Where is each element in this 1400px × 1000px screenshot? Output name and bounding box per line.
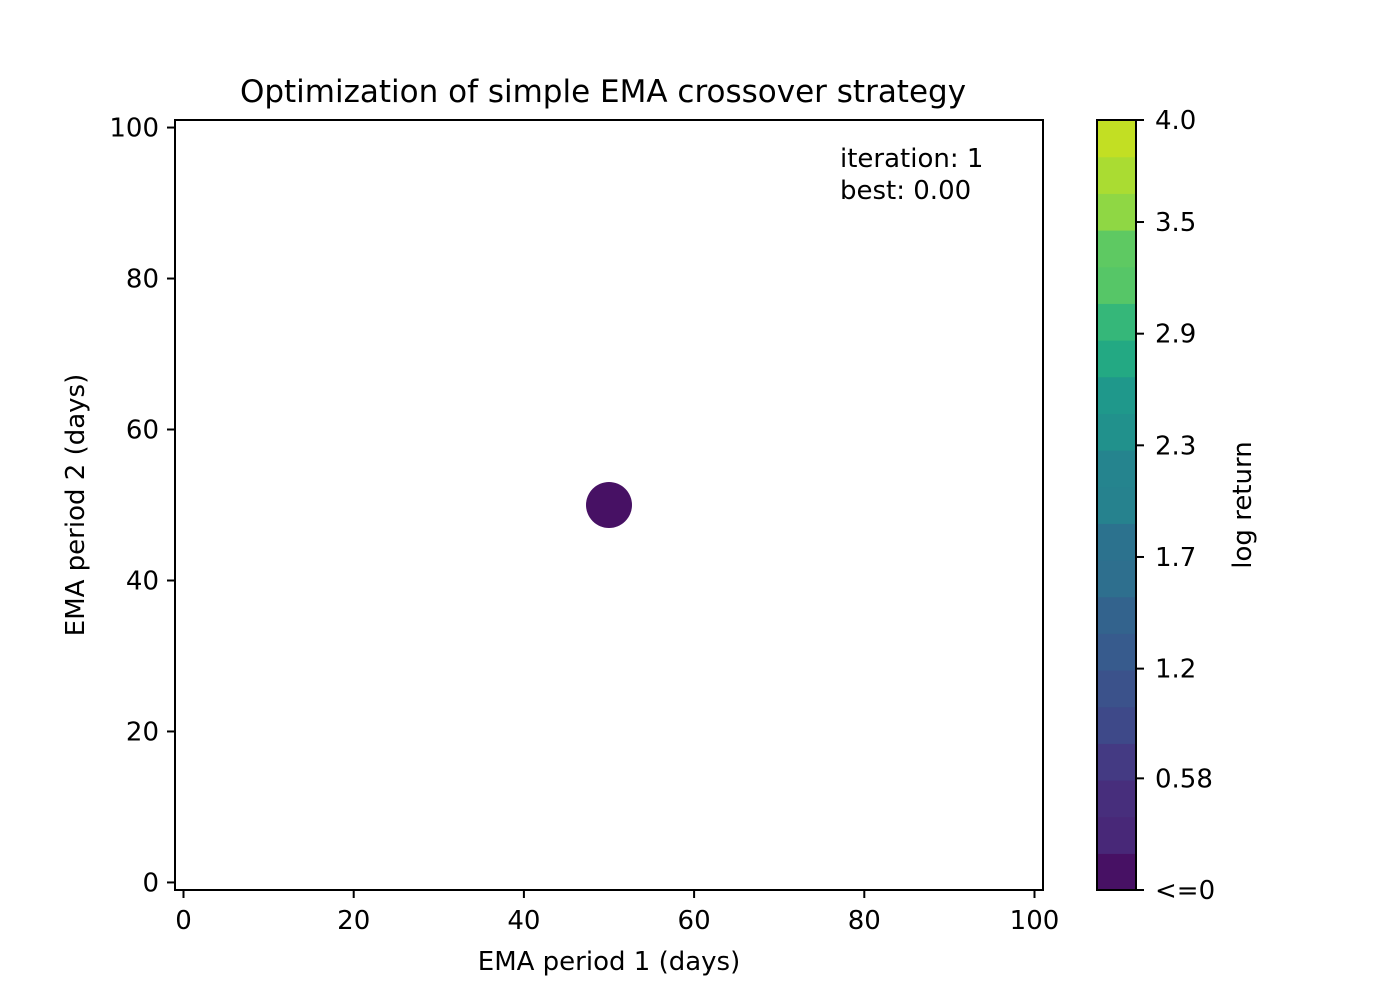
x-tick-label: 100 <box>1010 906 1060 936</box>
y-axis-ticks: 0 20 40 60 80 100 <box>109 114 175 898</box>
colorbar-band <box>1097 230 1136 268</box>
colorbar-band <box>1097 413 1136 451</box>
colorbar-tick-label: 2.9 <box>1155 320 1196 350</box>
colorbar-band <box>1097 853 1136 891</box>
scatter-points <box>586 482 632 528</box>
colorbar-band <box>1097 560 1136 598</box>
y-tick-label: 100 <box>109 114 159 144</box>
colorbar-band <box>1097 266 1136 304</box>
colorbar-label: log return <box>1228 441 1258 568</box>
colorbar-band <box>1097 376 1136 414</box>
iteration-annotation: iteration: 1 <box>840 144 983 174</box>
colorbar-tick-label: 1.2 <box>1155 655 1196 685</box>
x-axis-label: EMA period 1 (days) <box>478 947 740 977</box>
colorbar-band <box>1097 596 1136 634</box>
colorbar-tick-label: 0.58 <box>1155 764 1213 794</box>
colorbar-band <box>1097 743 1136 781</box>
y-tick-label: 60 <box>126 416 159 446</box>
colorbar-band <box>1097 670 1136 708</box>
colorbar-tick-label: 3.5 <box>1155 208 1196 238</box>
colorbar-band <box>1097 340 1136 378</box>
colorbar-band <box>1097 120 1136 158</box>
colorbar-tick-label: 2.3 <box>1155 431 1196 461</box>
colorbar-band <box>1097 303 1136 341</box>
x-tick-label: 40 <box>507 906 540 936</box>
x-tick-label: 60 <box>678 906 711 936</box>
colorbar-ticks: <=0 0.58 1.2 1.7 2.3 2.9 3.5 4.0 <box>1136 106 1215 906</box>
chart-title: Optimization of simple EMA crossover str… <box>240 74 966 110</box>
colorbar-band <box>1097 816 1136 854</box>
x-tick-label: 20 <box>337 906 370 936</box>
colorbar-band <box>1097 193 1136 231</box>
colorbar-frame <box>1096 119 1137 891</box>
y-tick-label: 40 <box>126 566 159 596</box>
y-tick-label: 80 <box>126 265 159 295</box>
colorbar-band <box>1097 156 1136 194</box>
colorbar-band <box>1097 706 1136 744</box>
colorbar-tick-label: 4.0 <box>1155 106 1196 136</box>
y-tick-label: 20 <box>126 717 159 747</box>
colorbar-band <box>1097 633 1136 671</box>
colorbar-band <box>1097 450 1136 488</box>
x-tick-label: 0 <box>175 906 192 936</box>
y-axis-label: EMA period 2 (days) <box>61 374 91 636</box>
x-tick-label: 80 <box>848 906 881 936</box>
best-annotation: best: 0.00 <box>840 176 971 206</box>
x-axis-ticks: 0 20 40 60 80 100 <box>175 890 1059 936</box>
colorbar <box>1097 120 1136 891</box>
colorbar-tick-label: 1.7 <box>1155 543 1196 573</box>
colorbar-band <box>1097 486 1136 524</box>
colorbar-band <box>1097 780 1136 818</box>
colorbar-band <box>1097 523 1136 561</box>
y-tick-label: 0 <box>142 868 159 898</box>
scatter-point <box>586 482 632 528</box>
colorbar-tick-label: <=0 <box>1155 876 1215 906</box>
